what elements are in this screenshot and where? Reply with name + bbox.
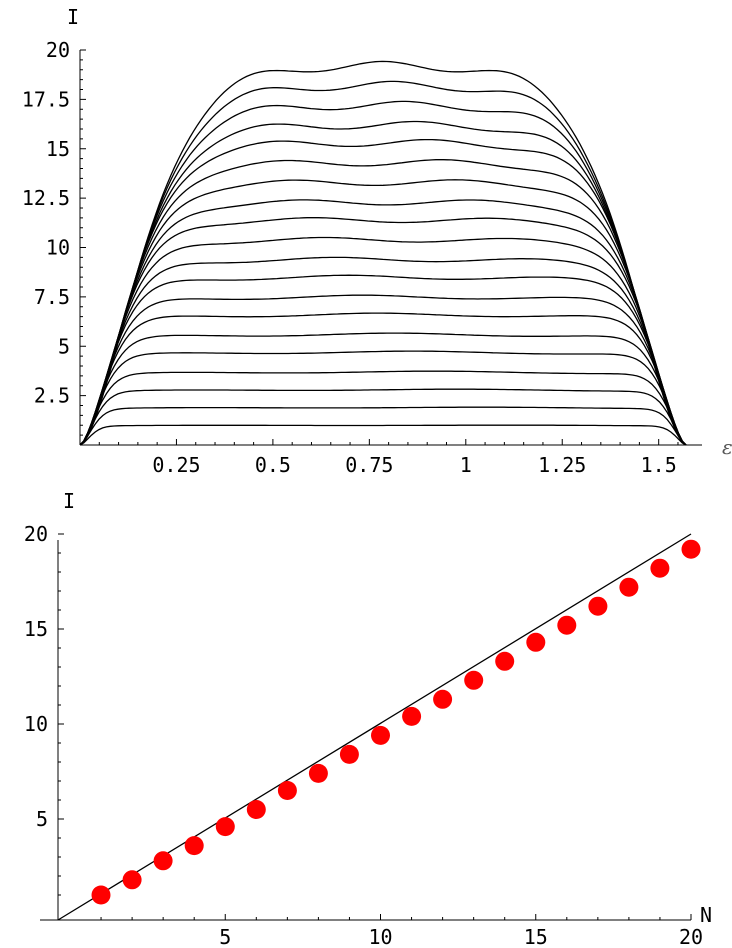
data-point — [433, 689, 453, 709]
data-point — [215, 817, 235, 837]
x-tick-label: 0.75 — [345, 453, 393, 477]
curve-line — [79, 388, 687, 446]
curve-line — [79, 80, 687, 446]
curve-line — [79, 199, 687, 446]
y-tick-label: 20 — [24, 522, 48, 546]
x-tick-label: 1 — [460, 453, 472, 477]
curve-line — [79, 332, 687, 446]
curve-line — [79, 312, 687, 446]
curve-line — [79, 406, 687, 446]
data-point — [122, 870, 142, 890]
curve-line — [79, 256, 687, 446]
y-tick-label: 10 — [46, 236, 70, 260]
data-point — [246, 800, 266, 819]
reference-line-group — [57, 533, 692, 921]
x-tick-label: 0.5 — [255, 453, 291, 477]
y-axis-label: I — [67, 5, 79, 29]
chart-n-scatter: I N 5 10 15 20 5 10 15 20 — [24, 489, 712, 948]
x-tick-label: 15 — [524, 925, 548, 948]
x-tick-label: 1.25 — [538, 453, 586, 477]
points-group — [91, 539, 701, 905]
data-point — [557, 615, 577, 635]
data-point — [526, 632, 546, 652]
x-tick-label: 10 — [368, 925, 392, 948]
data-point — [371, 725, 390, 745]
data-point — [277, 781, 297, 800]
x-axis-label: ε — [722, 435, 732, 459]
axes: 0.25 0.5 0.75 1 1.25 1.5 2.5 5 7.5 10 12.5 15 17.5 20 — [22, 38, 702, 477]
curve-group — [79, 60, 687, 446]
curve-line — [79, 236, 687, 446]
chart-epsilon-curves: I ε 0.25 0.5 0.75 1 1.25 1.5 2.5 5 7.5 10 12.5 15 17… — [22, 5, 732, 477]
y-tick-label: 15 — [46, 137, 70, 161]
curve-line — [79, 294, 687, 446]
x-tick-label: 20 — [679, 925, 703, 948]
axes: 5 10 15 20 5 10 15 20 — [24, 522, 703, 948]
y-tick-label: 2.5 — [34, 384, 70, 408]
data-point — [588, 596, 608, 616]
curve-line — [79, 138, 687, 446]
data-point — [91, 885, 111, 905]
curve-line — [79, 159, 687, 446]
y-tick-label: 20 — [46, 38, 70, 62]
curve-line — [79, 424, 687, 446]
y-tick-label: 5 — [58, 334, 70, 358]
data-point — [339, 744, 359, 764]
y-tick-label: 15 — [24, 617, 48, 641]
curve-line — [79, 120, 687, 446]
curve-line — [79, 350, 687, 446]
y-axis-label: I — [63, 489, 75, 513]
x-tick-label: 5 — [219, 925, 231, 948]
curve-line — [79, 217, 687, 446]
data-point — [153, 851, 173, 871]
data-point — [464, 670, 484, 690]
data-point — [308, 763, 328, 783]
y-tick-label: 17.5 — [22, 87, 70, 111]
data-point — [402, 706, 422, 726]
curve-line — [79, 100, 687, 446]
data-point — [681, 539, 701, 559]
y-tick-label: 12.5 — [22, 186, 70, 210]
curve-line — [79, 179, 687, 446]
data-point — [619, 577, 639, 597]
y-tick-label: 7.5 — [34, 285, 70, 309]
x-axis-label: N — [700, 903, 712, 927]
y-tick-label: 10 — [24, 712, 48, 736]
data-point — [495, 651, 515, 671]
x-tick-label: 0.25 — [152, 453, 200, 477]
curve-line — [79, 60, 687, 446]
curve-line — [79, 274, 687, 446]
data-point — [650, 558, 670, 578]
y-tick-label: 5 — [36, 807, 48, 831]
reference-line — [57, 533, 692, 921]
curve-line — [79, 370, 687, 446]
x-tick-label: 1.5 — [641, 453, 677, 477]
data-point — [184, 836, 204, 856]
